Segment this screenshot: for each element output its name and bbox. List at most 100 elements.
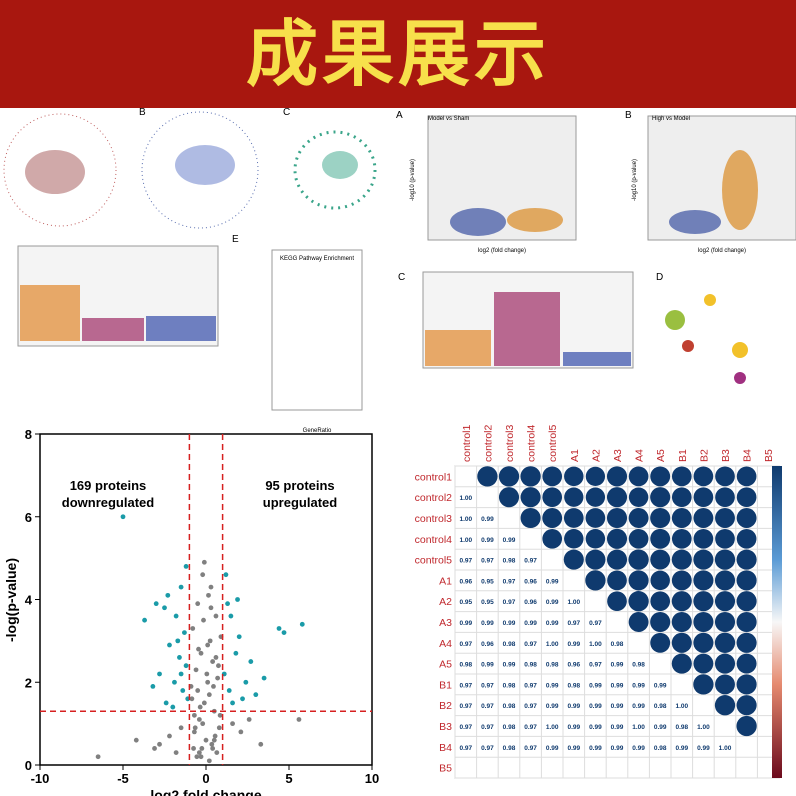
row-label: A4: [439, 638, 452, 650]
value-label: 1.00: [697, 724, 710, 731]
value-label: 0.97: [459, 703, 472, 710]
value-label: 0.97: [481, 724, 494, 731]
row-label: B3: [439, 721, 452, 733]
data-point: [120, 514, 126, 520]
value-label: 0.97: [524, 724, 537, 731]
value-label: 0.99: [481, 620, 494, 627]
data-point: [258, 741, 264, 747]
correlation-circle: [715, 466, 735, 487]
data-point: [299, 621, 305, 627]
network-core: [175, 145, 235, 185]
value-label: 0.95: [459, 599, 472, 606]
mini-bar: [563, 352, 631, 366]
correlation-circle: [563, 549, 584, 570]
correlation-circle: [585, 570, 606, 591]
correlation-circle: [671, 549, 692, 570]
data-point: [177, 655, 182, 660]
correlation-circle: [585, 487, 606, 507]
value-label: 0.99: [632, 745, 645, 752]
mini-bar: [82, 318, 144, 341]
data-point: [223, 572, 229, 578]
data-point: [235, 597, 240, 602]
value-label: 0.96: [481, 641, 494, 648]
value-label: 0.97: [589, 662, 602, 669]
value-label: 0.96: [567, 662, 580, 669]
value-label: 0.99: [589, 745, 602, 752]
data-point: [201, 700, 207, 706]
value-label: 0.99: [546, 599, 559, 606]
column-label: control3: [504, 424, 516, 462]
row-label: A1: [439, 575, 452, 587]
correlation-circle: [736, 466, 757, 487]
data-point: [190, 626, 196, 631]
data-point: [208, 605, 214, 611]
value-label: 0.99: [503, 620, 516, 627]
correlation-circle: [736, 591, 757, 612]
panel-label: C: [283, 107, 290, 118]
correlation-circle: [715, 508, 735, 528]
data-point: [213, 655, 219, 660]
thumbnails: [3, 111, 796, 411]
data-point: [191, 712, 197, 718]
network-core: [322, 151, 358, 179]
correlation-circle: [650, 591, 671, 612]
correlation-circle: [715, 528, 735, 549]
correlation-circle: [671, 570, 692, 591]
correlation-circle: [736, 549, 757, 570]
data-point: [173, 613, 179, 619]
data-point: [246, 717, 252, 722]
data-point: [212, 733, 218, 739]
value-label: 0.99: [481, 516, 494, 523]
value-label: 0.98: [611, 641, 624, 648]
value-label: 0.99: [611, 724, 624, 731]
column-label: B2: [698, 449, 710, 462]
correlation-circle: [671, 611, 692, 633]
data-point: [195, 601, 201, 607]
data-point: [248, 659, 254, 664]
row-label: control4: [415, 534, 453, 546]
correlation-circle: [542, 466, 563, 487]
enrich-node: [665, 310, 685, 330]
value-label: 0.97: [481, 745, 494, 752]
column-label: B5: [763, 449, 775, 462]
row-label: control3: [415, 513, 453, 525]
data-point: [196, 750, 202, 755]
value-label: 1.00: [675, 703, 688, 710]
correlation-circle: [650, 632, 671, 653]
data-point: [216, 725, 222, 731]
value-label: 0.98: [503, 724, 516, 731]
x-tick-label: 10: [365, 771, 379, 786]
data-point: [207, 638, 213, 644]
value-label: 0.98: [654, 703, 667, 710]
data-point: [208, 584, 214, 590]
y-axis-label: -log(p-value): [3, 558, 19, 642]
row-label: control1: [415, 471, 453, 483]
data-point: [276, 626, 282, 631]
correlation-circle: [498, 466, 520, 487]
data-point: [198, 650, 204, 656]
data-point: [178, 671, 184, 677]
correlation-circle: [542, 528, 563, 549]
panel-label: E: [232, 234, 239, 245]
correlation-circle: [714, 653, 736, 674]
correlation-circle: [650, 611, 671, 633]
value-label: 0.99: [675, 745, 688, 752]
data-point: [192, 725, 198, 731]
value-label: 0.97: [459, 682, 472, 689]
value-label: 0.95: [481, 578, 494, 585]
data-point: [142, 617, 147, 623]
correlation-circle: [671, 508, 692, 528]
column-label: A4: [634, 449, 646, 462]
value-label: 0.99: [524, 620, 537, 627]
correlation-circle: [628, 591, 649, 612]
panel-text: KEGG Pathway Enrichment: [280, 256, 354, 262]
mini-volcano-down: [669, 210, 721, 234]
correlation-circle: [564, 529, 584, 549]
enrich-node: [734, 372, 746, 384]
correlation-circle: [714, 632, 736, 653]
correlation-circle: [585, 508, 606, 528]
column-label: B4: [742, 449, 754, 462]
correlation-circle: [714, 611, 736, 633]
panel-text: High vs Model: [652, 116, 690, 122]
correlation-circle: [714, 570, 736, 591]
